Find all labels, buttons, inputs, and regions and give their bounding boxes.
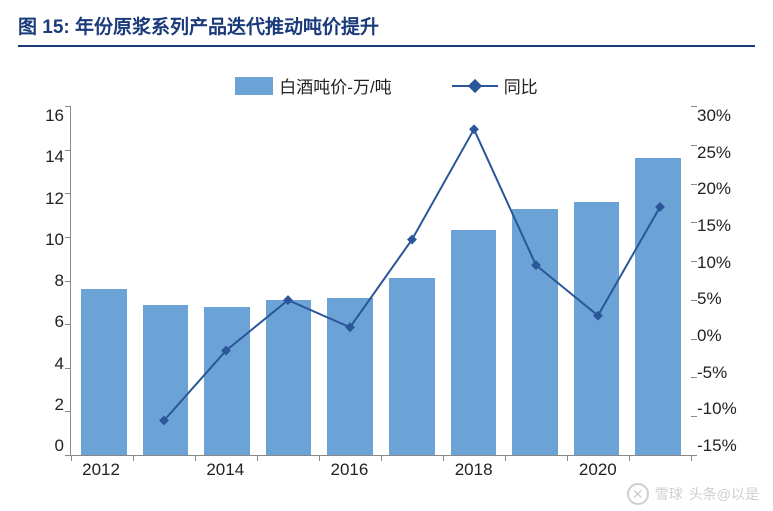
legend: 白酒吨价-万/吨 同比 [0,53,773,106]
line-series [71,106,691,455]
y-right-tick: 5% [697,289,753,309]
y-right-tick: 25% [697,143,753,163]
line-marker [469,124,479,134]
y-right-tick: 20% [697,179,753,199]
legend-bar: 白酒吨价-万/吨 [235,73,391,98]
x-tick-label: 2018 [444,460,504,480]
legend-line-label: 同比 [504,73,538,98]
y-left-tick: 0 [20,436,64,456]
y-left-tick: 10 [20,230,64,250]
y-right-tick: 30% [697,106,753,126]
chart-title-wrap: 图 15: 年份原浆系列产品迭代推动吨价提升 [0,0,773,53]
x-tick-label: 2012 [71,460,131,480]
y-right-tick: 10% [697,253,753,273]
y-axis-left: 16 14 12 10 8 6 4 2 0 [20,106,64,456]
y-left-tick: 16 [20,106,64,126]
chart-area: 16 14 12 10 8 6 4 2 0 30% 25% 20% 15% 10% 5% 0% -5% -10%… [20,106,753,486]
y-right-tick: 15% [697,216,753,236]
chart-title: 图 15: 年份原浆系列产品迭代推动吨价提升 [18,12,755,47]
watermark-icon: ✕ [627,483,649,505]
y-right-tick: -10% [697,399,753,419]
y-right-tick: 0% [697,326,753,346]
watermark: ✕ 雪球 头条@以是 [627,483,759,505]
y-right-tick: -15% [697,436,753,456]
y-axis-right: 30% 25% 20% 15% 10% 5% 0% -5% -10% -15% [697,106,753,456]
x-tick-label: 2016 [319,460,379,480]
plot-area [70,106,691,456]
legend-bar-swatch [235,77,273,95]
line-marker [655,202,665,212]
x-axis-labels: 2012 2014 2016 2018 2020 [70,460,691,486]
watermark-brand: 雪球 [655,484,683,504]
legend-bar-label: 白酒吨价-万/吨 [279,73,391,98]
legend-line: 同比 [452,73,538,98]
x-tick-label: 2014 [195,460,255,480]
watermark-author: 头条@以是 [689,484,759,504]
y-left-tick: 2 [20,395,64,415]
y-left-tick: 14 [20,147,64,167]
y-right-tick: -5% [697,363,753,383]
legend-line-swatch [452,76,498,96]
y-left-tick: 8 [20,271,64,291]
y-left-tick: 12 [20,189,64,209]
y-left-tick: 6 [20,312,64,332]
x-tick-label: 2020 [568,460,628,480]
y-left-tick: 4 [20,354,64,374]
